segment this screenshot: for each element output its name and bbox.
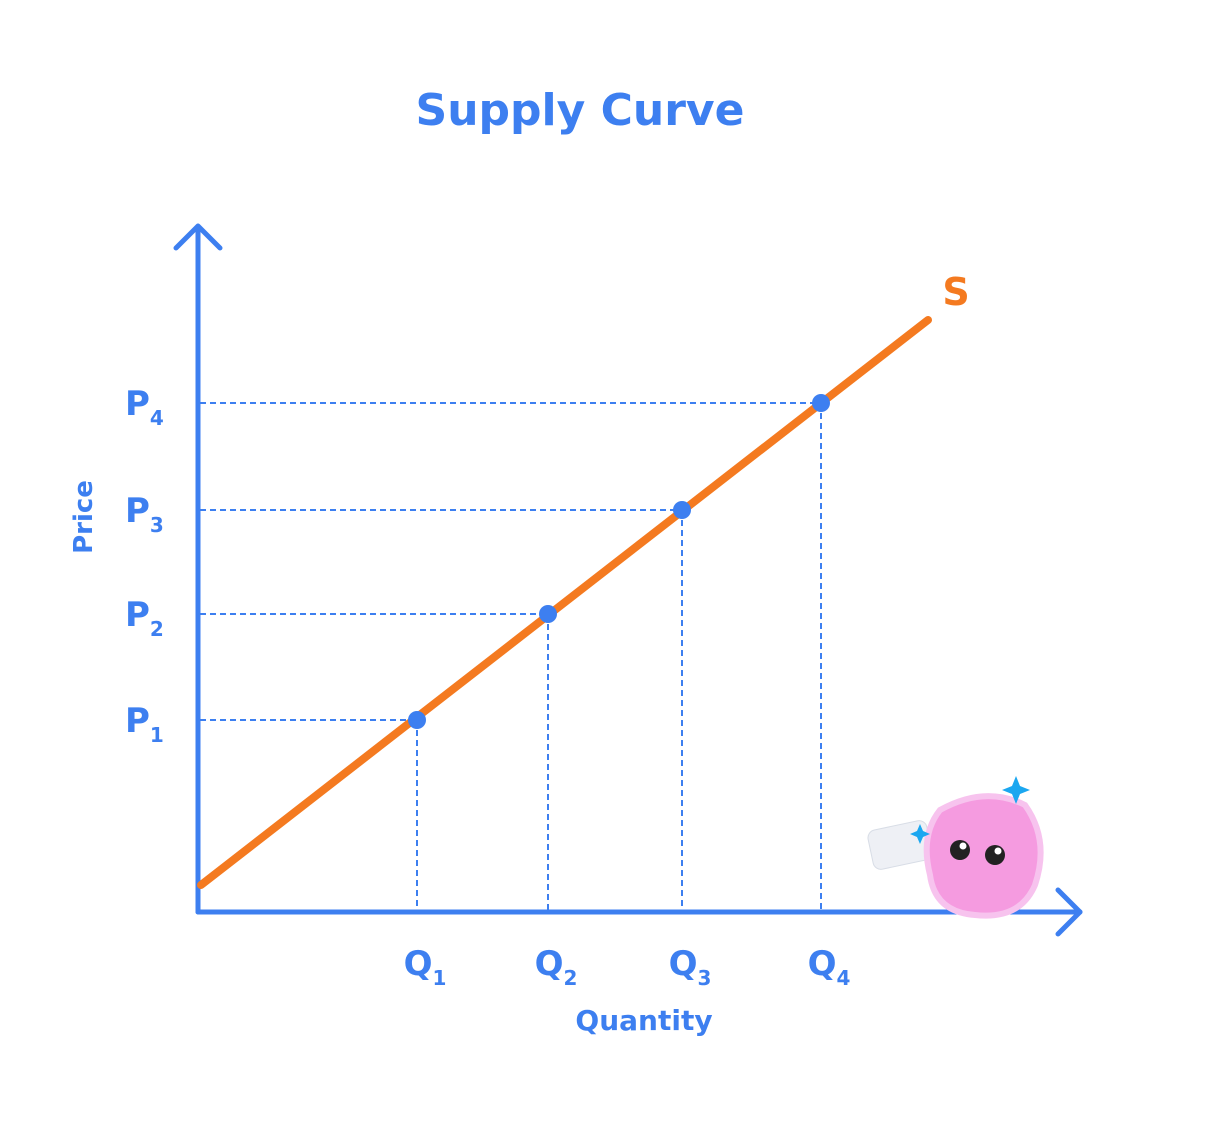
mascot-body <box>923 793 1044 919</box>
quantity-label-main: Q <box>669 944 698 984</box>
quantity-label-sub: 4 <box>836 966 850 990</box>
quantity-label-sub: 2 <box>563 966 577 990</box>
x-arrow <box>1055 887 1083 937</box>
price-label-sub: 1 <box>150 723 164 747</box>
price-label-main: P <box>125 595 150 635</box>
mascot-eye-shine <box>959 842 967 850</box>
points <box>408 394 830 729</box>
price-label: P4 <box>125 384 164 430</box>
quantity-label-main: Q <box>808 944 837 984</box>
mascot-eye-shine <box>994 847 1002 855</box>
quantity-label: Q3 <box>669 944 712 990</box>
title: Supply Curve <box>416 85 745 136</box>
point <box>408 711 426 729</box>
mascot-eye <box>985 845 1005 865</box>
point <box>539 605 557 623</box>
price-label-main: P <box>125 491 150 531</box>
price-label-main: P <box>125 384 150 424</box>
sparkle <box>1002 776 1030 804</box>
price-label: P3 <box>125 491 164 537</box>
price-label-sub: 4 <box>150 406 164 430</box>
quantity-label: Q2 <box>535 944 578 990</box>
quantity-label-sub: 3 <box>697 966 711 990</box>
mascot-eye <box>950 840 970 860</box>
mascot <box>867 776 1044 919</box>
price-label: P2 <box>125 595 164 641</box>
price-label-sub: 2 <box>150 617 164 641</box>
price-label-sub: 3 <box>150 513 164 537</box>
sparkle <box>910 824 930 844</box>
curve-label: S <box>942 270 969 314</box>
quantity-label: Q4 <box>808 944 851 990</box>
supply-curve <box>197 316 932 889</box>
quantity-label-main: Q <box>535 944 564 984</box>
guides <box>200 402 822 910</box>
y-arrow <box>173 223 223 251</box>
price-label: P1 <box>125 701 164 747</box>
y-axis-label: Price <box>69 480 99 554</box>
quantity-label: Q1 <box>404 944 447 990</box>
axes <box>173 223 1083 937</box>
price-label-main: P <box>125 701 150 741</box>
mascot-card <box>867 820 933 870</box>
point <box>673 501 691 519</box>
quantity-label-sub: 1 <box>432 966 446 990</box>
quantity-label-main: Q <box>404 944 433 984</box>
x-axis-label: Quantity <box>575 1004 712 1037</box>
point <box>812 394 830 412</box>
